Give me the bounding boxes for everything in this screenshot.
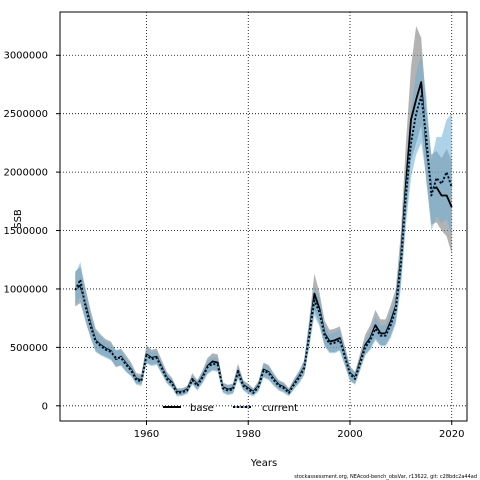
series-lines — [74, 81, 453, 394]
x-tick-label: 1960 — [134, 429, 159, 440]
plot-frame — [59, 11, 468, 422]
current-confidence-band — [75, 55, 452, 397]
y-tick-label: 1000000 — [3, 284, 48, 295]
x-tick-label: 1980 — [236, 429, 261, 440]
base-line — [74, 81, 453, 393]
confidence-bands — [75, 26, 452, 397]
x-tick-label: 2020 — [439, 429, 464, 440]
y-tick-label: 0 — [42, 401, 48, 412]
y-axis-ticks: 0 500000 1000000 1500000 2000000 2500000 30000… — [3, 51, 60, 412]
y-tick-label: 500000 — [10, 343, 48, 354]
y-tick-label: 3000000 — [3, 51, 48, 62]
x-axis-title: Years — [250, 458, 277, 469]
x-tick-label: 2000 — [337, 429, 362, 440]
y-tick-label: 2500000 — [3, 109, 48, 120]
current-line — [74, 95, 453, 394]
x-axis-ticks: 1960 1980 2000 2020 — [134, 421, 464, 440]
y-axis-title: SSB — [13, 209, 24, 229]
y-tick-label: 2000000 — [3, 168, 48, 179]
y-tick-label: 1500000 — [3, 226, 48, 237]
legend-base-label: base — [190, 403, 214, 414]
footer-note: stockassessment.org, NEAcod-bench_obsVar… — [294, 474, 477, 480]
legend: base current — [163, 403, 298, 414]
legend-current-label: current — [262, 403, 298, 414]
